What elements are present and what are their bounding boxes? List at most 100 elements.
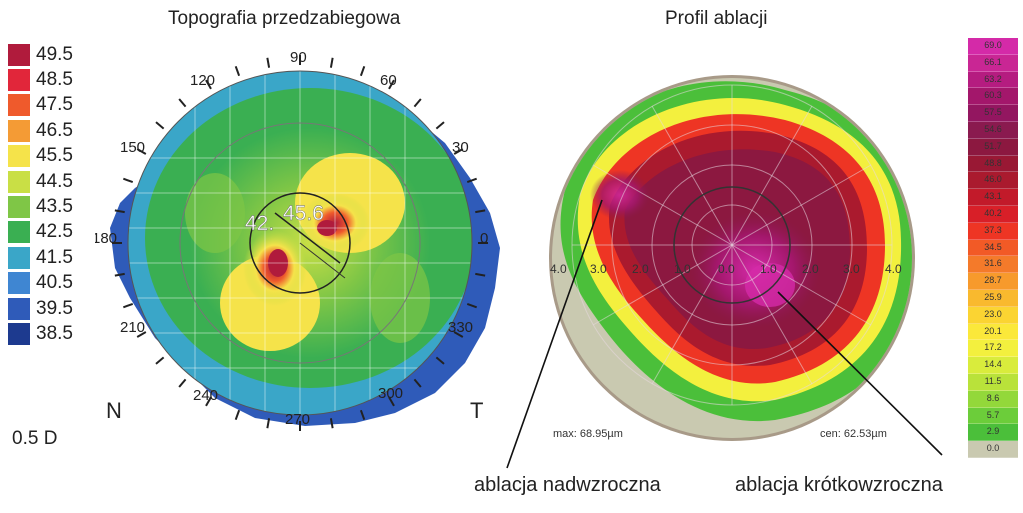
angle-tick bbox=[413, 378, 422, 388]
scale-entry: 48.5 bbox=[8, 67, 93, 92]
scale-swatch bbox=[8, 119, 30, 142]
scale-entry: 49.5 bbox=[8, 42, 93, 67]
scale-value: 45.5 bbox=[36, 145, 73, 167]
scale-swatch bbox=[8, 322, 30, 345]
ablation-profile-title: Profil ablacji bbox=[665, 8, 768, 29]
ablation-scale-cell: 34.5 bbox=[968, 239, 1018, 257]
angle-tick bbox=[435, 356, 445, 365]
center-depth-label: cen: 62.53µm bbox=[820, 428, 887, 440]
angle-tick bbox=[122, 302, 134, 309]
scale-entry: 47.5 bbox=[8, 93, 93, 118]
scale-swatch bbox=[8, 69, 30, 92]
corneal-topography-map: 90 60 30 0 330 300 270 240 210 180 150 1… bbox=[95, 49, 500, 431]
angle-tick bbox=[475, 209, 486, 214]
scale-value: 41.5 bbox=[36, 246, 73, 268]
angle-tick bbox=[266, 57, 271, 68]
angle-label-180: 180 bbox=[95, 230, 117, 247]
radial-label: 4.0 bbox=[550, 262, 567, 276]
ablation-scale-cell: 43.1 bbox=[968, 189, 1018, 206]
angle-tick bbox=[178, 378, 187, 388]
angle-label-150: 150 bbox=[120, 139, 145, 156]
scale-value: 43.5 bbox=[36, 196, 73, 218]
radial-label: 4.0 bbox=[885, 262, 902, 276]
scale-unit-label: 0.5 D bbox=[12, 428, 58, 449]
angle-label-210: 210 bbox=[120, 319, 145, 336]
nasal-label: N bbox=[106, 398, 122, 423]
angle-tick bbox=[453, 148, 464, 155]
radial-label: 3.0 bbox=[590, 262, 607, 276]
scale-swatch bbox=[8, 246, 30, 269]
center-reading-left: 42. bbox=[245, 212, 274, 235]
scale-entry: 38.5 bbox=[8, 321, 93, 346]
ablation-scale-cell: 17.2 bbox=[968, 340, 1018, 358]
ablation-color-scale: 69.0 66.1 63.2 60.3 57.5 54.6 51.7 48.8 46.0 43.1… bbox=[968, 38, 1018, 458]
scale-value: 42.5 bbox=[36, 221, 73, 243]
hyperopic-ablation-caption: ablacja nadwzroczna bbox=[474, 474, 661, 496]
ablation-scale-cell: 46.0 bbox=[968, 172, 1018, 190]
pupil-circle bbox=[249, 192, 351, 294]
myopic-pointer-line bbox=[777, 291, 943, 456]
ablation-scale-cell: 28.7 bbox=[968, 273, 1018, 290]
angle-tick bbox=[435, 121, 445, 130]
angle-tick bbox=[388, 79, 395, 90]
scale-value: 38.5 bbox=[36, 322, 73, 344]
angle-label-330: 330 bbox=[448, 319, 473, 336]
max-depth-label: max: 68.95µm bbox=[553, 428, 623, 440]
angle-tick bbox=[466, 302, 478, 309]
angle-tick bbox=[178, 98, 187, 108]
angle-tick bbox=[114, 209, 125, 214]
ablation-scale-cell: 2.9 bbox=[968, 424, 1018, 442]
scale-value: 39.5 bbox=[36, 297, 73, 319]
ablation-scale-cell: 25.9 bbox=[968, 289, 1018, 307]
angle-label-120: 120 bbox=[190, 72, 215, 89]
angle-tick bbox=[234, 409, 241, 421]
ablation-profile-map: 4.0 3.0 2.0 1.0 0.0 1.0 2.0 3.0 4.0 bbox=[549, 75, 915, 441]
ablation-scale-cell: 48.8 bbox=[968, 155, 1018, 173]
ablation-scale-cell: 51.7 bbox=[968, 138, 1018, 156]
angle-label-270: 270 bbox=[285, 411, 310, 428]
ablation-scale-cell: 0.0 bbox=[968, 441, 1018, 458]
angle-tick bbox=[359, 409, 366, 421]
radial-label: 1.0 bbox=[674, 262, 691, 276]
temporal-label: T bbox=[470, 398, 484, 423]
ablation-scale-cell: 60.3 bbox=[968, 88, 1018, 106]
radial-label: 2.0 bbox=[802, 262, 819, 276]
scale-entry: 39.5 bbox=[8, 296, 93, 321]
ablation-scale-cell: 57.5 bbox=[968, 105, 1018, 122]
angle-tick bbox=[136, 331, 147, 338]
scale-value: 47.5 bbox=[36, 94, 73, 116]
angle-tick bbox=[329, 57, 334, 68]
scale-entry: 44.5 bbox=[8, 169, 93, 194]
scale-swatch bbox=[8, 297, 30, 320]
ablation-scale-cell: 63.2 bbox=[968, 71, 1018, 89]
scale-entry: 40.5 bbox=[8, 271, 93, 296]
scale-swatch bbox=[8, 272, 30, 295]
ablation-scale-cell: 5.7 bbox=[968, 407, 1018, 425]
scale-entry: 43.5 bbox=[8, 194, 93, 219]
ablation-scale-cell: 11.5 bbox=[968, 373, 1018, 391]
angle-tick bbox=[136, 148, 147, 155]
optical-zone-circle bbox=[673, 186, 791, 304]
scale-entry: 42.5 bbox=[8, 220, 93, 245]
center-reading-right: 45.6 bbox=[283, 202, 324, 225]
angle-tick bbox=[122, 177, 134, 184]
scale-value: 44.5 bbox=[36, 170, 73, 192]
angle-tick bbox=[413, 98, 422, 108]
scale-swatch bbox=[8, 94, 30, 117]
angle-tick bbox=[466, 177, 478, 184]
topography-title: Topografia przedzabiegowa bbox=[168, 8, 401, 29]
angle-tick bbox=[359, 65, 366, 77]
radial-distance-labels: 4.0 3.0 2.0 1.0 0.0 1.0 2.0 3.0 4.0 bbox=[550, 262, 902, 276]
angle-tick bbox=[205, 396, 212, 407]
scale-value: 40.5 bbox=[36, 272, 73, 294]
angle-label-240: 240 bbox=[193, 387, 218, 404]
angle-label-30: 30 bbox=[452, 139, 469, 156]
angle-label-90: 90 bbox=[290, 49, 307, 66]
radial-label: 2.0 bbox=[632, 262, 649, 276]
ablation-scale-cell: 23.0 bbox=[968, 306, 1018, 324]
angle-label-0: 0 bbox=[480, 230, 488, 247]
angle-tick bbox=[329, 418, 334, 429]
hyperopic-pointer-line bbox=[506, 199, 603, 469]
ablation-scale-cell: 8.6 bbox=[968, 390, 1018, 408]
